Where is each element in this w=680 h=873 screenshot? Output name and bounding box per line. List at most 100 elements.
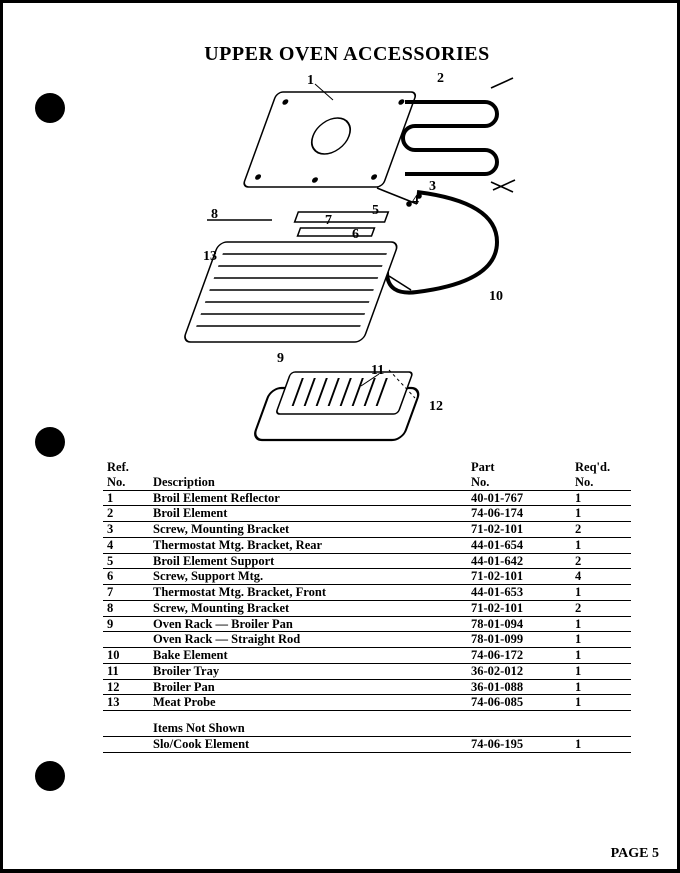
- table-row: 1Broil Element Reflector40-01-7671: [103, 490, 631, 506]
- col-header: Description: [149, 475, 467, 490]
- table-cell: 44-01-642: [467, 553, 571, 569]
- table-cell: Screw, Support Mtg.: [149, 569, 467, 585]
- table-row: Oven Rack — Straight Rod78-01-0991: [103, 632, 631, 648]
- col-header: Ref.: [103, 458, 149, 475]
- table-cell: 40-01-767: [467, 490, 571, 506]
- table-cell: Broil Element: [149, 506, 467, 522]
- table-cell: 44-01-653: [467, 585, 571, 601]
- exploded-diagram: 1 2 3 4 5 6 7 8 9 10 11 12 13: [157, 72, 577, 452]
- table-cell: 1: [571, 585, 631, 601]
- table-cell: 74-06-174: [467, 506, 571, 522]
- callout-label: 7: [325, 213, 332, 228]
- col-header: [149, 458, 467, 475]
- col-header: No.: [571, 475, 631, 490]
- table-cell: 1: [571, 537, 631, 553]
- callout-label: 5: [372, 203, 379, 218]
- table-cell: 1: [571, 616, 631, 632]
- table-cell: Broil Element Support: [149, 553, 467, 569]
- table-row: 9Oven Rack — Broiler Pan78-01-0941: [103, 616, 631, 632]
- table-cell: 74-06-085: [467, 695, 571, 711]
- table-cell: 1: [571, 695, 631, 711]
- table-cell: 12: [103, 679, 149, 695]
- table-cell: 6: [103, 569, 149, 585]
- parts-table-wrap: Ref. Part Req'd. No. Description No. No.…: [103, 458, 631, 753]
- table-cell: Broil Element Reflector: [149, 490, 467, 506]
- table-cell: Thermostat Mtg. Bracket, Rear: [149, 537, 467, 553]
- table-cell: 2: [571, 522, 631, 538]
- table-cell: 36-02-012: [467, 663, 571, 679]
- col-header: No.: [467, 475, 571, 490]
- table-cell: 36-01-088: [467, 679, 571, 695]
- table-row: 4Thermostat Mtg. Bracket, Rear44-01-6541: [103, 537, 631, 553]
- table-cell: 11: [103, 663, 149, 679]
- table-row: 6Screw, Support Mtg.71-02-1014: [103, 569, 631, 585]
- table-cell: 3: [103, 522, 149, 538]
- callout-label: 2: [437, 72, 444, 86]
- punch-hole-icon: [35, 761, 65, 791]
- table-cell: 71-02-101: [467, 522, 571, 538]
- page-number: PAGE 5: [611, 846, 659, 862]
- callout-label: 3: [429, 179, 436, 194]
- page-title: UPPER OVEN ACCESSORIES: [63, 43, 631, 66]
- table-cell: Screw, Mounting Bracket: [149, 600, 467, 616]
- table-row: Slo/Cook Element74-06-1951: [103, 736, 631, 752]
- table-cell: Oven Rack — Straight Rod: [149, 632, 467, 648]
- callout-label: 12: [429, 399, 443, 414]
- table-cell: 78-01-094: [467, 616, 571, 632]
- callout-label: 11: [371, 363, 384, 378]
- table-row: 7Thermostat Mtg. Bracket, Front44-01-653…: [103, 585, 631, 601]
- table-cell: Meat Probe: [149, 695, 467, 711]
- table-cell: 9: [103, 616, 149, 632]
- callout-label: 6: [352, 227, 359, 242]
- table-row: 10Bake Element74-06-1721: [103, 648, 631, 664]
- table-cell: 5: [103, 553, 149, 569]
- table-cell: Screw, Mounting Bracket: [149, 522, 467, 538]
- table-row: 3Screw, Mounting Bracket71-02-1012: [103, 522, 631, 538]
- table-cell: 2: [103, 506, 149, 522]
- callout-label: 13: [203, 249, 217, 264]
- page: UPPER OVEN ACCESSORIES: [0, 0, 680, 873]
- table-cell: 1: [571, 490, 631, 506]
- table-cell: 71-02-101: [467, 569, 571, 585]
- callout-label: 9: [277, 351, 284, 366]
- table-cell: 71-02-101: [467, 600, 571, 616]
- table-cell: 2: [571, 600, 631, 616]
- table-cell: [103, 736, 149, 752]
- table-cell: 2: [571, 553, 631, 569]
- punch-hole-icon: [35, 427, 65, 457]
- table-row: 12Broiler Pan36-01-0881: [103, 679, 631, 695]
- table-cell: 10: [103, 648, 149, 664]
- table-cell: Broiler Tray: [149, 663, 467, 679]
- table-cell: 74-06-195: [467, 736, 571, 752]
- table-cell: [103, 632, 149, 648]
- col-header: Req'd.: [571, 458, 631, 475]
- table-cell: Bake Element: [149, 648, 467, 664]
- table-cell: 1: [571, 663, 631, 679]
- items-not-shown-label: Items Not Shown: [149, 721, 467, 736]
- col-header: No.: [103, 475, 149, 490]
- table-cell: 1: [571, 648, 631, 664]
- table-cell: 78-01-099: [467, 632, 571, 648]
- table-cell: 13: [103, 695, 149, 711]
- table-row: 5Broil Element Support44-01-6422: [103, 553, 631, 569]
- callout-label: 8: [211, 207, 218, 222]
- parts-table: Ref. Part Req'd. No. Description No. No.…: [103, 458, 631, 753]
- table-cell: 1: [571, 679, 631, 695]
- table-row: 2Broil Element74-06-1741: [103, 506, 631, 522]
- table-cell: 1: [571, 736, 631, 752]
- table-cell: 44-01-654: [467, 537, 571, 553]
- table-cell: Broiler Pan: [149, 679, 467, 695]
- table-cell: Slo/Cook Element: [149, 736, 467, 752]
- callout-label: 10: [489, 289, 503, 304]
- punch-hole-icon: [35, 93, 65, 123]
- table-cell: 1: [571, 632, 631, 648]
- table-cell: 8: [103, 600, 149, 616]
- table-cell: 74-06-172: [467, 648, 571, 664]
- table-cell: 1: [103, 490, 149, 506]
- table-cell: 4: [571, 569, 631, 585]
- table-cell: Oven Rack — Broiler Pan: [149, 616, 467, 632]
- callout-label: 1: [307, 73, 314, 88]
- callout-label: 4: [412, 193, 419, 208]
- col-header: Part: [467, 458, 571, 475]
- table-row: 8Screw, Mounting Bracket71-02-1012: [103, 600, 631, 616]
